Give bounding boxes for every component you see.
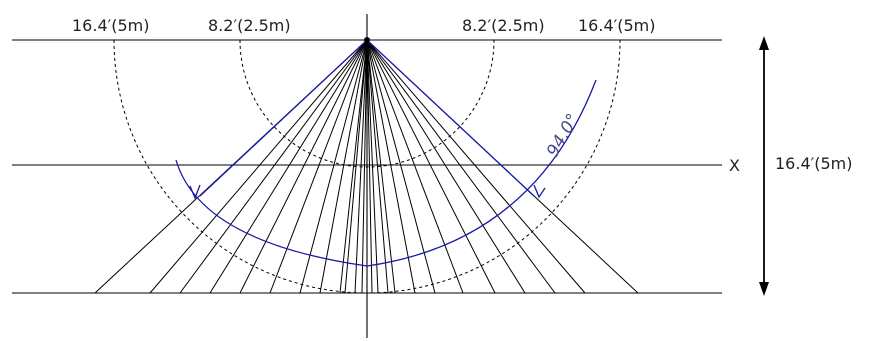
sensor-apex <box>364 37 370 43</box>
detection-beam <box>354 39 368 294</box>
right-inner-distance-label: 8.2′(2.5m) <box>462 16 545 35</box>
distance-arcs <box>113 39 621 294</box>
detection-beam <box>239 39 368 294</box>
detection-beam <box>299 39 368 294</box>
detection-beam <box>209 39 368 294</box>
angle-indicator <box>175 79 597 267</box>
left-arc-arrowhead <box>189 184 201 200</box>
detection-beam <box>366 39 396 294</box>
detection-beam <box>179 39 368 294</box>
outer-range-arc <box>113 39 621 294</box>
detection-beam <box>366 39 416 294</box>
left-outer-distance-label: 16.4′(5m) <box>72 16 150 35</box>
height-arrow-top <box>759 36 769 50</box>
center-axis-label: X <box>729 156 740 175</box>
detection-beam <box>339 39 368 294</box>
detection-beam <box>366 39 586 294</box>
detection-beam <box>361 39 368 294</box>
height-dimension <box>759 36 769 296</box>
detection-beam <box>366 39 379 294</box>
detection-beam <box>366 39 373 294</box>
detection-beam <box>366 39 464 294</box>
detection-beam <box>344 39 368 294</box>
detection-beam <box>366 39 436 294</box>
height-arrow-bottom <box>759 282 769 296</box>
angle-arc <box>175 79 597 267</box>
boundary-beams <box>199 39 535 197</box>
inner-range-arc <box>239 39 495 168</box>
detection-beam <box>366 39 526 294</box>
detection-beam <box>319 39 368 294</box>
right-boundary-beam <box>366 39 535 197</box>
detection-beam <box>366 39 496 294</box>
left-boundary-beam <box>199 39 368 197</box>
detection-beam <box>269 39 368 294</box>
height-distance-label: 16.4′(5m) <box>775 154 853 173</box>
right-outer-distance-label: 16.4′(5m) <box>578 16 656 35</box>
detection-beam <box>366 39 556 294</box>
detection-beam <box>366 39 389 294</box>
right-arc-arrowhead <box>533 184 546 199</box>
left-inner-distance-label: 8.2′(2.5m) <box>208 16 291 35</box>
detection-beam <box>149 39 368 294</box>
detection-angle-label: 94.0° <box>543 110 584 160</box>
